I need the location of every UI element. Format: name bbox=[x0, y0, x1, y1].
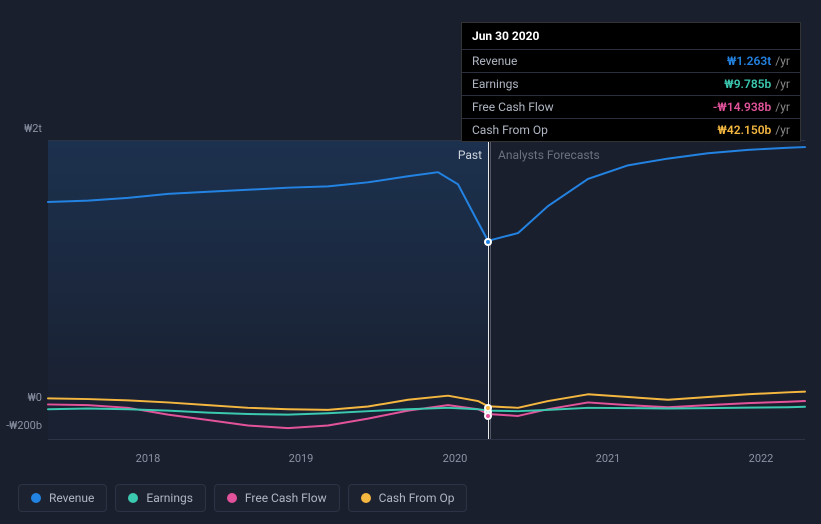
past-label: Past bbox=[48, 148, 482, 162]
tooltip-row-value: -₩14.938b bbox=[713, 100, 771, 114]
legend-swatch bbox=[361, 493, 371, 503]
legend-label: Free Cash Flow bbox=[245, 491, 327, 505]
x-axis-label: 2019 bbox=[289, 452, 314, 465]
forecast-label: Analysts Forecasts bbox=[498, 148, 600, 162]
legend-swatch bbox=[227, 493, 237, 503]
marker-cash_from_op bbox=[484, 404, 492, 412]
financial-chart: Jun 30 2020 Revenue₩1.263t/yrEarnings₩9.… bbox=[18, 0, 803, 524]
tooltip-row: Earnings₩9.785b/yr bbox=[462, 73, 800, 96]
legend: Revenue Earnings Free Cash Flow Cash From O… bbox=[18, 484, 467, 512]
x-axis-label: 2020 bbox=[443, 452, 468, 465]
tooltip-row-label: Revenue bbox=[472, 54, 727, 68]
x-axis-label: 2018 bbox=[136, 452, 161, 465]
legend-label: Earnings bbox=[146, 491, 193, 505]
tooltip-row-value: ₩1.263t bbox=[727, 54, 771, 68]
legend-item[interactable]: Free Cash Flow bbox=[214, 484, 340, 512]
tooltip-row-value: ₩42.150b bbox=[717, 123, 771, 137]
y-axis-label: ₩0 bbox=[2, 391, 42, 404]
tooltip-rows: Revenue₩1.263t/yrEarnings₩9.785b/yrFree … bbox=[462, 50, 800, 141]
tooltip-row-label: Cash From Op bbox=[472, 123, 717, 137]
chart-tooltip: Jun 30 2020 Revenue₩1.263t/yrEarnings₩9.… bbox=[461, 22, 801, 142]
tooltip-row-unit: /yr bbox=[775, 54, 790, 68]
tooltip-row-label: Free Cash Flow bbox=[472, 100, 713, 114]
tooltip-row-unit: /yr bbox=[775, 100, 790, 114]
series-lines bbox=[48, 141, 805, 439]
legend-swatch bbox=[31, 493, 41, 503]
tooltip-row: Cash From Op₩42.150b/yr bbox=[462, 119, 800, 141]
tooltip-date: Jun 30 2020 bbox=[462, 23, 800, 50]
legend-item[interactable]: Cash From Op bbox=[348, 484, 468, 512]
marker-free_cash_flow bbox=[484, 412, 492, 420]
plot-area[interactable] bbox=[48, 140, 805, 440]
x-axis-label: 2022 bbox=[749, 452, 774, 465]
legend-label: Revenue bbox=[49, 491, 94, 505]
tooltip-row-unit: /yr bbox=[775, 77, 790, 91]
tooltip-row-label: Earnings bbox=[472, 77, 724, 91]
marker-revenue bbox=[484, 238, 492, 246]
legend-label: Cash From Op bbox=[379, 491, 455, 505]
tooltip-row-unit: /yr bbox=[775, 123, 790, 137]
legend-swatch bbox=[128, 493, 138, 503]
legend-item[interactable]: Revenue bbox=[18, 484, 107, 512]
x-axis-label: 2021 bbox=[596, 452, 621, 465]
legend-item[interactable]: Earnings bbox=[115, 484, 206, 512]
series-line-free_cash_flow bbox=[48, 401, 805, 428]
tooltip-row-value: ₩9.785b bbox=[724, 77, 771, 91]
tooltip-row: Free Cash Flow-₩14.938b/yr bbox=[462, 96, 800, 119]
y-axis-label: -₩200b bbox=[2, 419, 42, 432]
tooltip-row: Revenue₩1.263t/yr bbox=[462, 50, 800, 73]
y-axis-label: ₩2t bbox=[2, 122, 42, 135]
